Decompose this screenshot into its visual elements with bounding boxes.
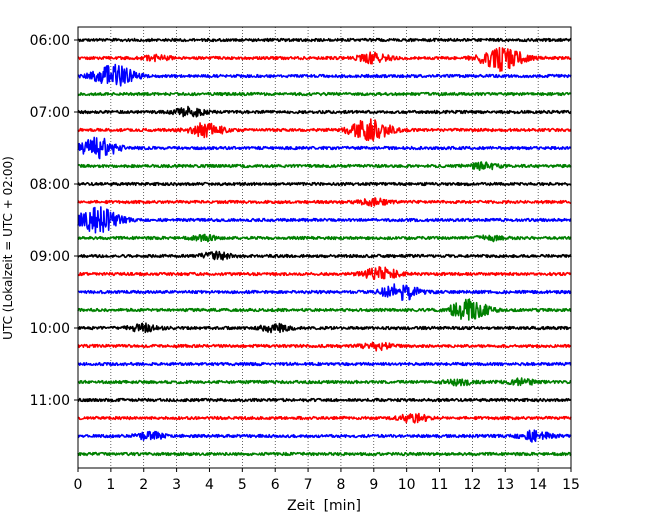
traces xyxy=(77,37,572,457)
seismogram-trace xyxy=(77,361,572,367)
y-tick-label: 09:00 xyxy=(30,249,70,265)
seismogram-trace xyxy=(77,451,572,457)
x-tick-label: 3 xyxy=(172,477,181,493)
x-axis-label: Zeit [min] xyxy=(287,498,361,514)
seismogram-trace xyxy=(77,250,572,261)
seismogram-trace xyxy=(77,206,572,234)
seismogram-trace xyxy=(77,233,572,243)
seismogram-trace xyxy=(77,429,572,443)
seismogram-trace xyxy=(77,63,572,87)
x-tick-label: 10 xyxy=(398,477,416,493)
x-tick-label: 6 xyxy=(271,477,280,493)
seismogram-trace xyxy=(77,118,572,142)
y-tick-label: 06:00 xyxy=(30,33,70,49)
x-tick-label: 5 xyxy=(238,477,247,493)
y-tick-label: 10:00 xyxy=(30,321,70,337)
y-tick-label: 08:00 xyxy=(30,177,70,193)
seismogram-trace xyxy=(77,37,572,43)
seismogram-trace xyxy=(77,283,572,301)
plot-frame xyxy=(77,26,572,469)
y-tick-label: 07:00 xyxy=(30,105,70,121)
x-tick-label: 7 xyxy=(304,477,313,493)
seismogram-trace xyxy=(77,46,572,72)
seismogram-trace xyxy=(77,136,572,160)
plot-area xyxy=(78,27,571,468)
seismogram-trace xyxy=(77,181,572,187)
seismogram-trace xyxy=(77,91,572,97)
seismogram-trace xyxy=(77,197,572,208)
y-axis-label: UTC (Lokalzeit = UTC + 02:00) xyxy=(1,156,15,340)
seismogram-trace xyxy=(77,377,572,387)
seismogram-trace xyxy=(77,397,572,403)
seismogram-trace xyxy=(77,412,572,424)
x-tick-label: 14 xyxy=(529,477,547,493)
x-tick-label: 13 xyxy=(496,477,514,493)
seismogram-trace xyxy=(77,161,572,171)
seismogram-trace xyxy=(77,266,572,281)
x-axis: 0 1 2 3 4 5 6 7 8 9 10 11 12 13 14 15 xyxy=(74,468,580,493)
seismogram-trace xyxy=(77,298,572,321)
x-tick-label: 8 xyxy=(336,477,345,493)
x-tick-label: 1 xyxy=(106,477,115,493)
y-tick-label: 11:00 xyxy=(30,393,70,409)
x-tick-label: 4 xyxy=(205,477,214,493)
x-tick-label: 2 xyxy=(139,477,148,493)
seismogram-trace xyxy=(77,105,572,118)
x-tick-label: 12 xyxy=(463,477,481,493)
x-tick-label: 11 xyxy=(431,477,449,493)
seismogram-trace xyxy=(77,341,572,352)
x-tick-label: 9 xyxy=(369,477,378,493)
y-axis: 06:00 07:00 08:00 09:00 10:00 11:00 xyxy=(30,33,78,409)
seismogram-trace xyxy=(77,322,572,334)
x-tick-label: 0 xyxy=(74,477,83,493)
x-tick-label: 15 xyxy=(562,477,580,493)
